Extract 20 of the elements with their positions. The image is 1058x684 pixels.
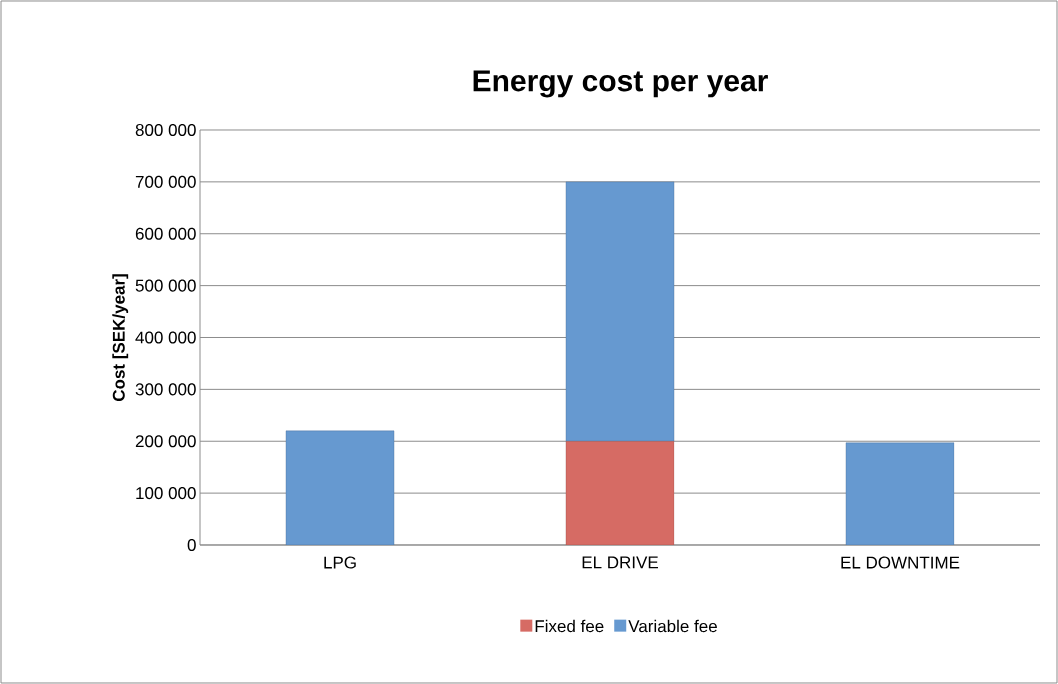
y-tick-label: 800 000 [135,123,196,137]
y-tick-label: 200 000 [135,435,196,448]
y-tick-label: 300 000 [135,383,196,396]
x-tick-label: EL DRIVE [582,556,658,569]
y-tick-label: 0 [187,538,196,552]
y-tick-label: 400 000 [135,331,196,344]
x-tick-label: LPG [324,556,356,569]
legend-label: Variable fee [628,619,717,633]
y-tick-label: 500 000 [135,279,196,292]
legend-label: Fixed fee [535,619,604,633]
bar [565,181,675,442]
y-tick-label: 600 000 [135,227,196,240]
y-tick-label: 700 000 [135,175,196,188]
y-tick-label: 100 000 [136,487,196,500]
chart-title: Energy cost per year [473,70,768,98]
bar [565,441,675,545]
y-axis-title: Cost [SEK/year] [112,274,129,402]
bar [285,430,395,545]
bar [845,442,955,545]
x-tick-label: EL DOWNTIME [841,556,960,569]
